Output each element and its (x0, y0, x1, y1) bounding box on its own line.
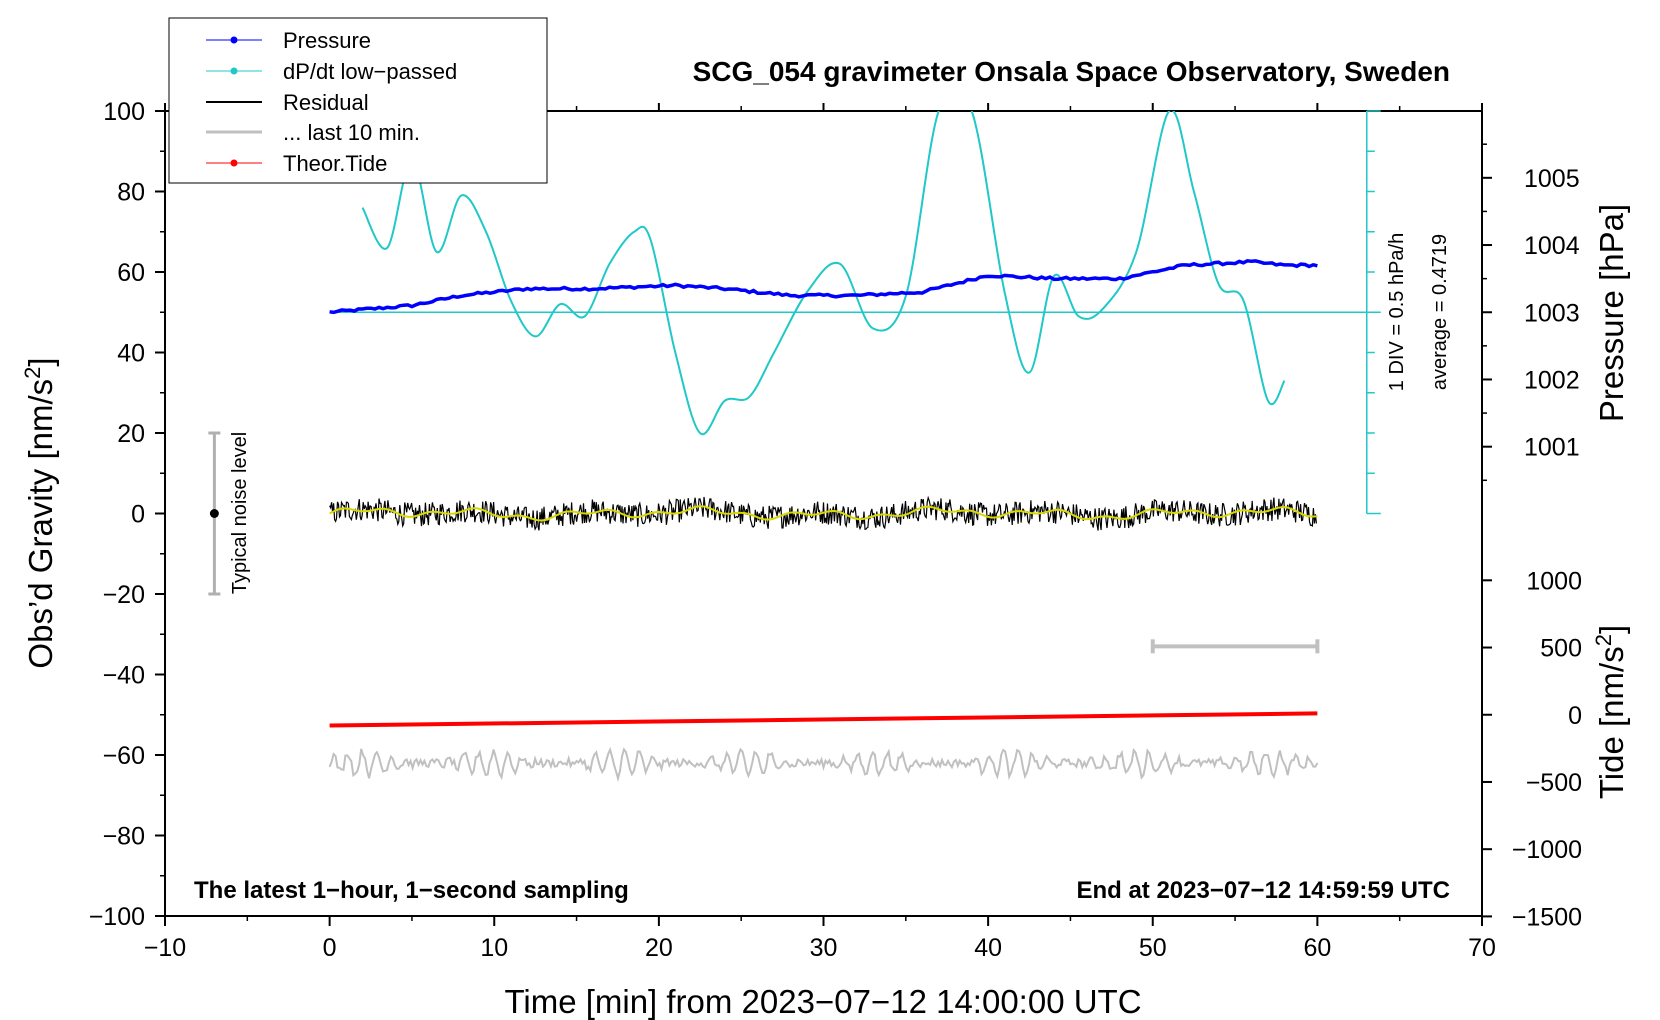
legend-dpdt-label: dP/dt low−passed (283, 59, 457, 84)
legend-tide-marker (230, 159, 238, 167)
y-tick-label: 60 (117, 259, 145, 287)
tide-tick-label: −500 (1526, 769, 1582, 797)
tide-tick-label: 1000 (1526, 567, 1582, 595)
y-tick-label: 20 (117, 420, 145, 448)
x-axis-title: Time [min] from 2023−07−12 14:00:00 UTC (504, 983, 1141, 1020)
x-tick-label: 30 (810, 934, 838, 962)
average-label: average = 0.4719 (1429, 234, 1451, 390)
y-tick-label: 40 (117, 340, 145, 368)
x-tick-label: 50 (1139, 934, 1167, 962)
noise-bar-center (209, 509, 219, 518)
legend-tide-label: Theor.Tide (283, 151, 387, 176)
legend-last10-label: ... last 10 min. (283, 120, 420, 145)
legend-pressure-marker (230, 36, 238, 44)
series-residual-smoothed-line (329, 505, 1318, 522)
y-tick-label: −100 (89, 903, 145, 931)
legend-box (168, 17, 548, 184)
legend-dpdt-marker (230, 67, 238, 75)
series-last-10-min-line (328, 746, 1319, 783)
y-tick-label: −40 (103, 662, 145, 690)
series-pressure-line (329, 259, 1318, 315)
y-tick-label: −80 (103, 823, 145, 851)
x-tick-label: 0 (323, 934, 337, 962)
y-tick-label: −60 (103, 742, 145, 770)
tide-tick-label: −1000 (1512, 836, 1582, 864)
x-tick-label: 40 (974, 934, 1002, 962)
y-axis-title-pressure: Pressure [hPa] (1593, 204, 1630, 422)
pressure-tick-label: 1003 (1524, 299, 1580, 327)
pressure-tick-label: 1005 (1524, 165, 1580, 193)
series-layer (208, 110, 1381, 783)
series-theor-tide-line (329, 711, 1318, 728)
pressure-tick-label: 1002 (1524, 366, 1580, 394)
y-tick-label: −20 (103, 581, 145, 609)
tide-tick-label: −1500 (1512, 903, 1582, 931)
legend-residual-label: Residual (283, 90, 369, 115)
y-axis-title-tide: Tide [nm/s2] (1591, 625, 1630, 799)
y-tick-label: 100 (103, 98, 145, 126)
y-axis-title-gravity: Obs’d Gravity [nm/s2] (20, 357, 59, 668)
x-tick-label: 70 (1468, 934, 1496, 962)
noise-level-label: Typical noise level (229, 432, 251, 594)
x-tick-label: 60 (1303, 934, 1331, 962)
pressure-tick-label: 1004 (1524, 232, 1580, 260)
scale-bar-label: 1 DIV = 0.5 hPa/h (1386, 233, 1408, 391)
end-time-note: End at 2023−07−12 14:59:59 UTC (1076, 877, 1450, 904)
latest-sampling-note: The latest 1−hour, 1−second sampling (194, 877, 629, 904)
series-dpdt-line (361, 111, 1286, 436)
y-tick-label: 80 (117, 179, 145, 207)
tide-tick-label: 500 (1540, 635, 1582, 663)
legend-pressure-label: Pressure (283, 28, 371, 53)
x-tick-label: −10 (144, 934, 186, 962)
x-tick-label: 10 (480, 934, 508, 962)
pressure-tick-label: 1001 (1524, 434, 1580, 462)
chart-title: SCG_054 gravimeter Onsala Space Observat… (693, 56, 1450, 87)
axis-ticks: −10 0 10 20 30 40 50 60 70−100−80−60−40−20020406… (89, 98, 1582, 962)
legend: Pressure dP/dt low−passed Residual ... l… (168, 17, 548, 184)
x-tick-label: 20 (645, 934, 673, 962)
y-tick-label: 0 (131, 501, 145, 529)
tide-tick-label: 0 (1568, 702, 1582, 730)
